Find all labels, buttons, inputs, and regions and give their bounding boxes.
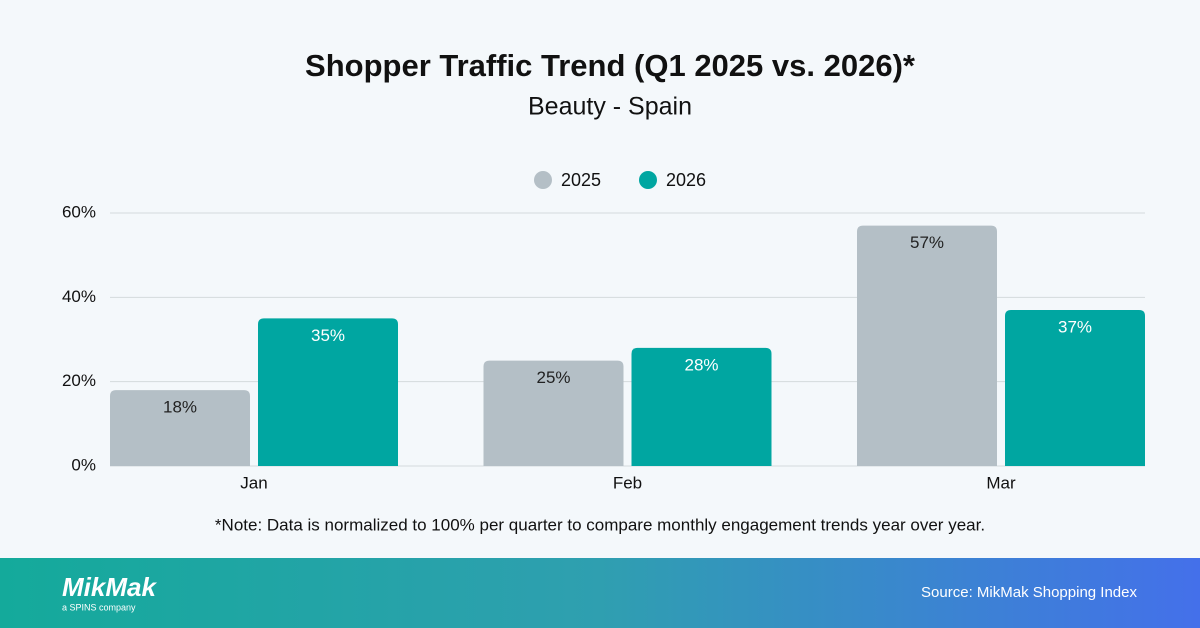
legend-marker — [639, 171, 657, 189]
value-label: 25% — [536, 368, 570, 387]
legend-marker — [534, 171, 552, 189]
footer-band — [0, 558, 1200, 628]
legend-label: 2026 — [666, 170, 706, 190]
logo-tagline: a SPINS company — [62, 602, 136, 612]
bar — [857, 225, 997, 466]
y-tick-label: 20% — [62, 371, 96, 390]
y-tick-label: 60% — [62, 202, 96, 221]
bar — [483, 360, 624, 466]
legend-label: 2025 — [561, 170, 601, 190]
value-label: 18% — [163, 398, 197, 417]
bar — [110, 390, 250, 466]
x-tick-label: Feb — [613, 473, 642, 492]
bar — [1005, 309, 1145, 466]
value-label: 35% — [311, 326, 345, 345]
bar — [631, 347, 772, 466]
x-tick-label: Jan — [240, 473, 267, 492]
chart-title: Shopper Traffic Trend (Q1 2025 vs. 2026)… — [305, 48, 916, 83]
y-tick-label: 40% — [62, 287, 96, 306]
value-label: 28% — [684, 355, 718, 374]
y-tick-label: 0% — [71, 455, 96, 474]
value-label: 57% — [910, 233, 944, 252]
source: Source: MikMak Shopping Index — [921, 584, 1137, 601]
bar — [258, 318, 398, 466]
x-tick-label: Mar — [986, 473, 1016, 492]
note: *Note: Data is normalized to 100% per qu… — [215, 515, 985, 534]
value-label: 37% — [1058, 317, 1092, 336]
logo: MikMak — [62, 572, 157, 602]
chart-subtitle: Beauty - Spain — [528, 93, 692, 121]
background — [0, 0, 1200, 558]
